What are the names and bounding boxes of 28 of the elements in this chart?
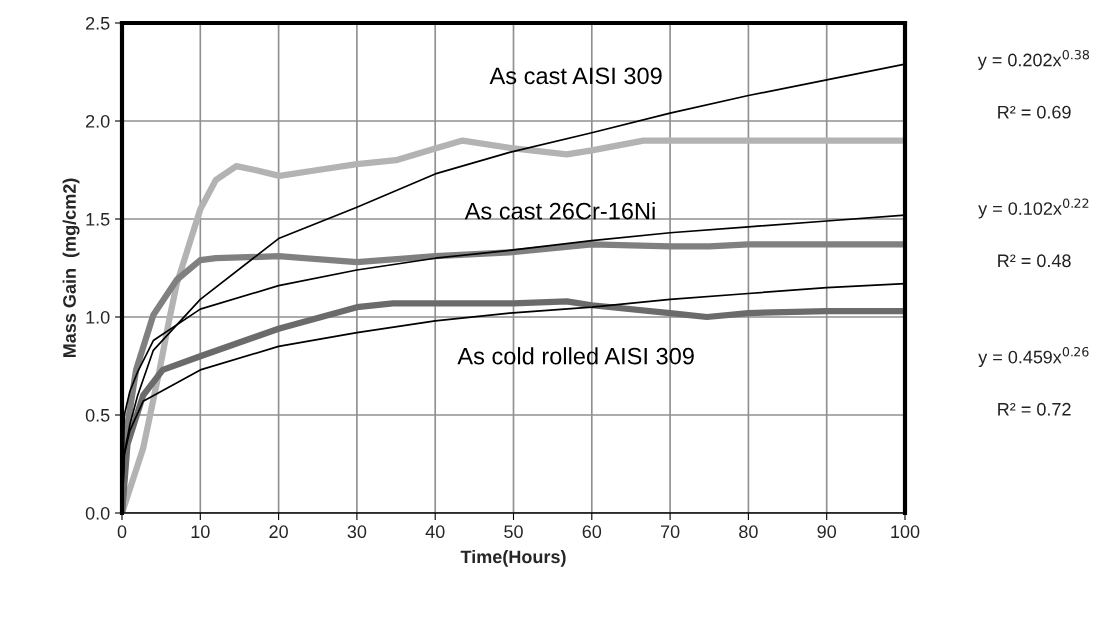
x-tick-label: 100: [891, 525, 920, 539]
x-tick-label: 70: [660, 525, 680, 539]
annotation: As cast 26Cr-16Ni: [464, 202, 655, 220]
y-axis-title: Mass Gain (mg/cm2): [62, 178, 80, 358]
text: R² = 0.72: [998, 402, 1071, 416]
y-tick-label: 1.5: [86, 213, 110, 226]
x-axis-title: Time(Hours): [460, 549, 566, 567]
x-tick-label: 50: [504, 525, 523, 539]
y-tick-label: 2.0: [86, 114, 110, 128]
x-tick-label: 40: [425, 525, 445, 539]
x-tick-label: 20: [269, 525, 288, 539]
y-tick-label: 1.0: [86, 310, 110, 324]
text: R² = 0.48: [998, 254, 1071, 268]
x-tick-label: 30: [347, 525, 367, 539]
annotation: As cast AISI 309: [489, 67, 662, 85]
annotation: As cold rolled AISI 309: [457, 347, 694, 365]
y-tick-label: 0.5: [85, 408, 110, 422]
text: y = 0.459x$^{0.26}$: [978, 346, 1089, 368]
x-tick-label: 10: [191, 525, 210, 539]
x-tick-label: 0: [117, 525, 127, 539]
x-tick-label: 80: [739, 525, 758, 539]
y-tick-label: 2.5: [86, 16, 110, 30]
text: y = 0.202x$^{0.38}$: [977, 49, 1090, 70]
y-tick-label: 0.0: [85, 506, 110, 520]
text: R² = 0.69: [998, 105, 1071, 119]
x-tick-label: 90: [817, 525, 837, 539]
x-tick-label: 60: [582, 525, 602, 539]
text: y = 0.102x$^{0.22}$: [978, 198, 1089, 219]
